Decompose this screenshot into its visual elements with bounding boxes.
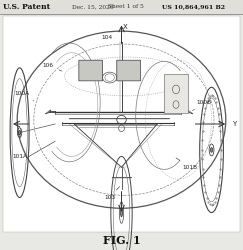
FancyBboxPatch shape [117,60,140,81]
Text: U.S. Patent: U.S. Patent [3,3,50,11]
Bar [164,74,188,113]
Text: Sheet 1 of 5: Sheet 1 of 5 [108,4,144,10]
Text: 101A: 101A [12,154,27,159]
Text: 103: 103 [104,186,120,200]
Text: 106: 106 [43,63,62,71]
Bar [0,0,243,14]
Bar [3,16,240,232]
Ellipse shape [210,148,213,152]
Text: X: X [123,24,127,30]
Text: US 10,864,961 B2: US 10,864,961 B2 [162,4,225,10]
Text: 100B: 100B [192,100,212,110]
Text: 101B: 101B [176,158,198,170]
FancyBboxPatch shape [79,60,103,81]
Text: Dec. 15, 2020: Dec. 15, 2020 [72,4,114,10]
Ellipse shape [17,31,226,208]
Text: 104: 104 [102,35,117,44]
Text: 100A: 100A [14,91,34,101]
Text: FIG. 1: FIG. 1 [103,234,140,246]
Ellipse shape [121,208,122,217]
Text: Y: Y [232,121,236,127]
Ellipse shape [19,130,21,135]
